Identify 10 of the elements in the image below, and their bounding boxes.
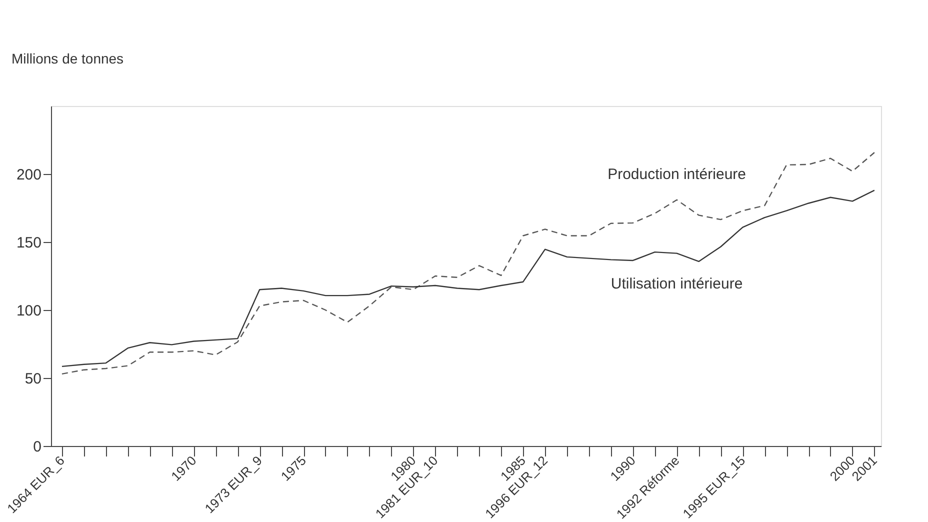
y-tick-label: 100 — [16, 302, 42, 320]
y-tick-label: 150 — [16, 234, 42, 252]
line-series — [61, 152, 876, 375]
series-label: Production intérieure — [608, 166, 746, 183]
y-tick-label: 50 — [24, 370, 42, 388]
y-axis-title: Millions de tonnes — [12, 50, 124, 66]
series-label: Utilisation intérieure — [610, 275, 743, 292]
y-tick-label: 200 — [16, 166, 42, 184]
line-series — [61, 190, 876, 368]
y-tick-label: 0 — [33, 438, 42, 456]
